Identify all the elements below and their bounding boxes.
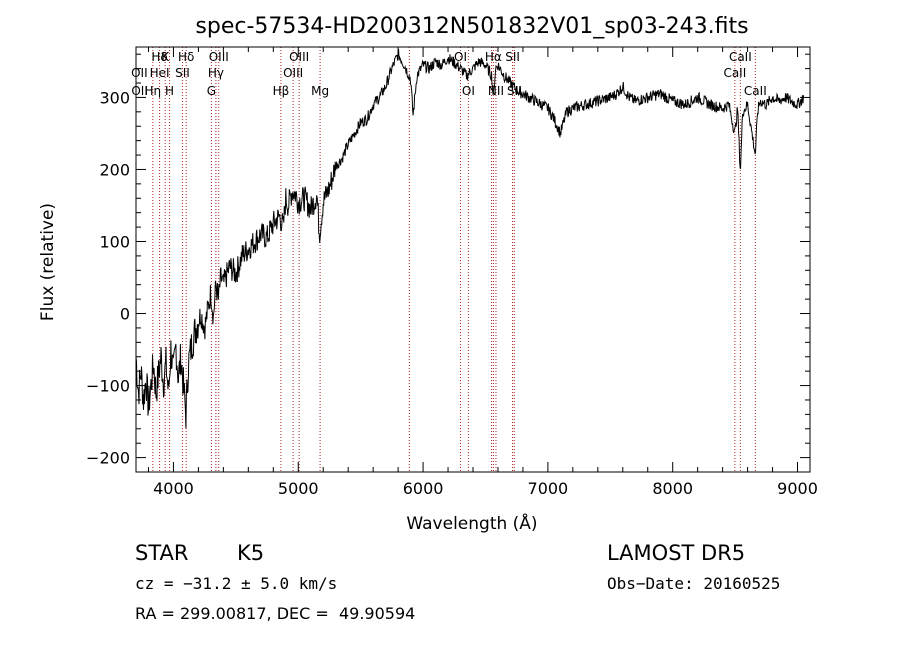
marker-label: Hγ — [208, 66, 224, 80]
marker-label: Hη — [145, 84, 162, 98]
x-tick-label: 5000 — [278, 479, 319, 498]
chart-title: spec-57534-HD200312N501832V01_sp03-243.f… — [195, 14, 748, 39]
survey-release: LAMOST DR5 — [607, 541, 746, 565]
y-axis-label: Flux (relative) — [38, 203, 58, 321]
marker-label: G — [207, 84, 216, 98]
marker-label: K — [161, 50, 170, 64]
marker-label: CaII — [729, 50, 752, 64]
marker-label: Mg — [311, 84, 329, 98]
marker-label: OII — [131, 66, 148, 80]
marker-label: Hδ — [151, 50, 167, 64]
object-class: STAR — [135, 541, 189, 565]
spectrum-line — [135, 49, 804, 429]
y-axis: −200 −100 0 100 200 300 — [86, 53, 810, 473]
spectrum-series — [135, 49, 804, 429]
y-tick-label: 100 — [99, 232, 130, 251]
x-tick-label: 6000 — [403, 479, 444, 498]
plot-frame — [135, 46, 811, 473]
marker-label: OIII — [283, 66, 303, 80]
x-tick-label: 4000 — [153, 479, 194, 498]
coordinates: RA = 299.00817, DEC = 49.90594 — [135, 604, 416, 623]
x-axis: 4000 5000 6000 7000 8000 9000 — [147, 47, 818, 498]
marker-label: Hβ — [273, 84, 290, 98]
marker-label: CaII — [744, 84, 767, 98]
y-tick-label: 300 — [99, 88, 130, 107]
marker-label: OII — [131, 84, 148, 98]
x-tick-label: 9000 — [777, 479, 818, 498]
y-tick-label: −100 — [86, 377, 130, 396]
marker-label: OI — [454, 50, 467, 64]
marker-label: OI — [462, 84, 475, 98]
y-tick-label: −200 — [86, 449, 130, 468]
subclass: K5 — [237, 541, 265, 565]
marker-label: HeI — [150, 66, 170, 80]
marker-label: Hα — [485, 50, 502, 64]
marker-label: NII — [488, 84, 504, 98]
redshift-info: cz = −31.2 ± 5.0 km/s — [135, 574, 338, 593]
marker-label: CaII — [723, 66, 746, 80]
marker-label: SII — [175, 66, 190, 80]
y-tick-label: 200 — [99, 160, 130, 179]
marker-label: OIII — [209, 50, 229, 64]
x-axis-label: Wavelength (Å) — [406, 512, 537, 534]
marker-label: Hδ — [178, 50, 194, 64]
marker-label: OIII — [289, 50, 309, 64]
x-tick-label: 8000 — [652, 479, 693, 498]
observation-date: Obs−Date: 20160525 — [607, 574, 781, 593]
marker-label: H — [165, 84, 174, 98]
x-tick-label: 7000 — [528, 479, 569, 498]
y-tick-label: 0 — [120, 305, 130, 324]
marker-label: SII — [505, 50, 520, 64]
